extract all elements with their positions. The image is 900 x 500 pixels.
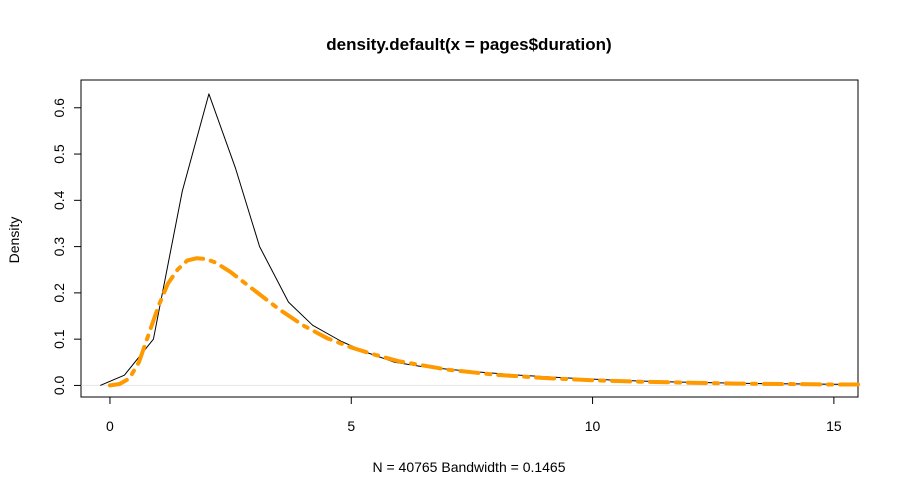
y-tick-label: 0.0 <box>51 375 67 395</box>
plot-area <box>81 93 860 388</box>
x-axis: 0 5 10 15 <box>106 396 842 434</box>
y-axis: 0.0 0.1 0.2 0.3 0.4 0.5 0.6 <box>51 98 82 395</box>
x-axis-label: N = 40765 Bandwidth = 0.1465 <box>372 459 565 475</box>
plot-frame <box>80 79 859 398</box>
y-tick-label: 0.4 <box>51 190 67 210</box>
x-tick-label: 0 <box>106 418 114 434</box>
y-tick-label: 0.6 <box>51 98 67 118</box>
y-tick-label: 0.1 <box>51 329 67 349</box>
y-tick-label: 0.3 <box>51 237 67 257</box>
y-axis-label: Density <box>6 217 22 264</box>
x-tick-label: 15 <box>826 418 842 434</box>
density-series-1 <box>100 93 859 386</box>
x-tick-label: 5 <box>347 418 355 434</box>
y-tick-label: 0.5 <box>51 144 67 164</box>
chart-title: density.default(x = pages$duration) <box>326 35 611 54</box>
y-tick-label: 0.2 <box>51 283 67 303</box>
x-tick-label: 10 <box>585 418 601 434</box>
density-series-2 <box>108 256 860 388</box>
